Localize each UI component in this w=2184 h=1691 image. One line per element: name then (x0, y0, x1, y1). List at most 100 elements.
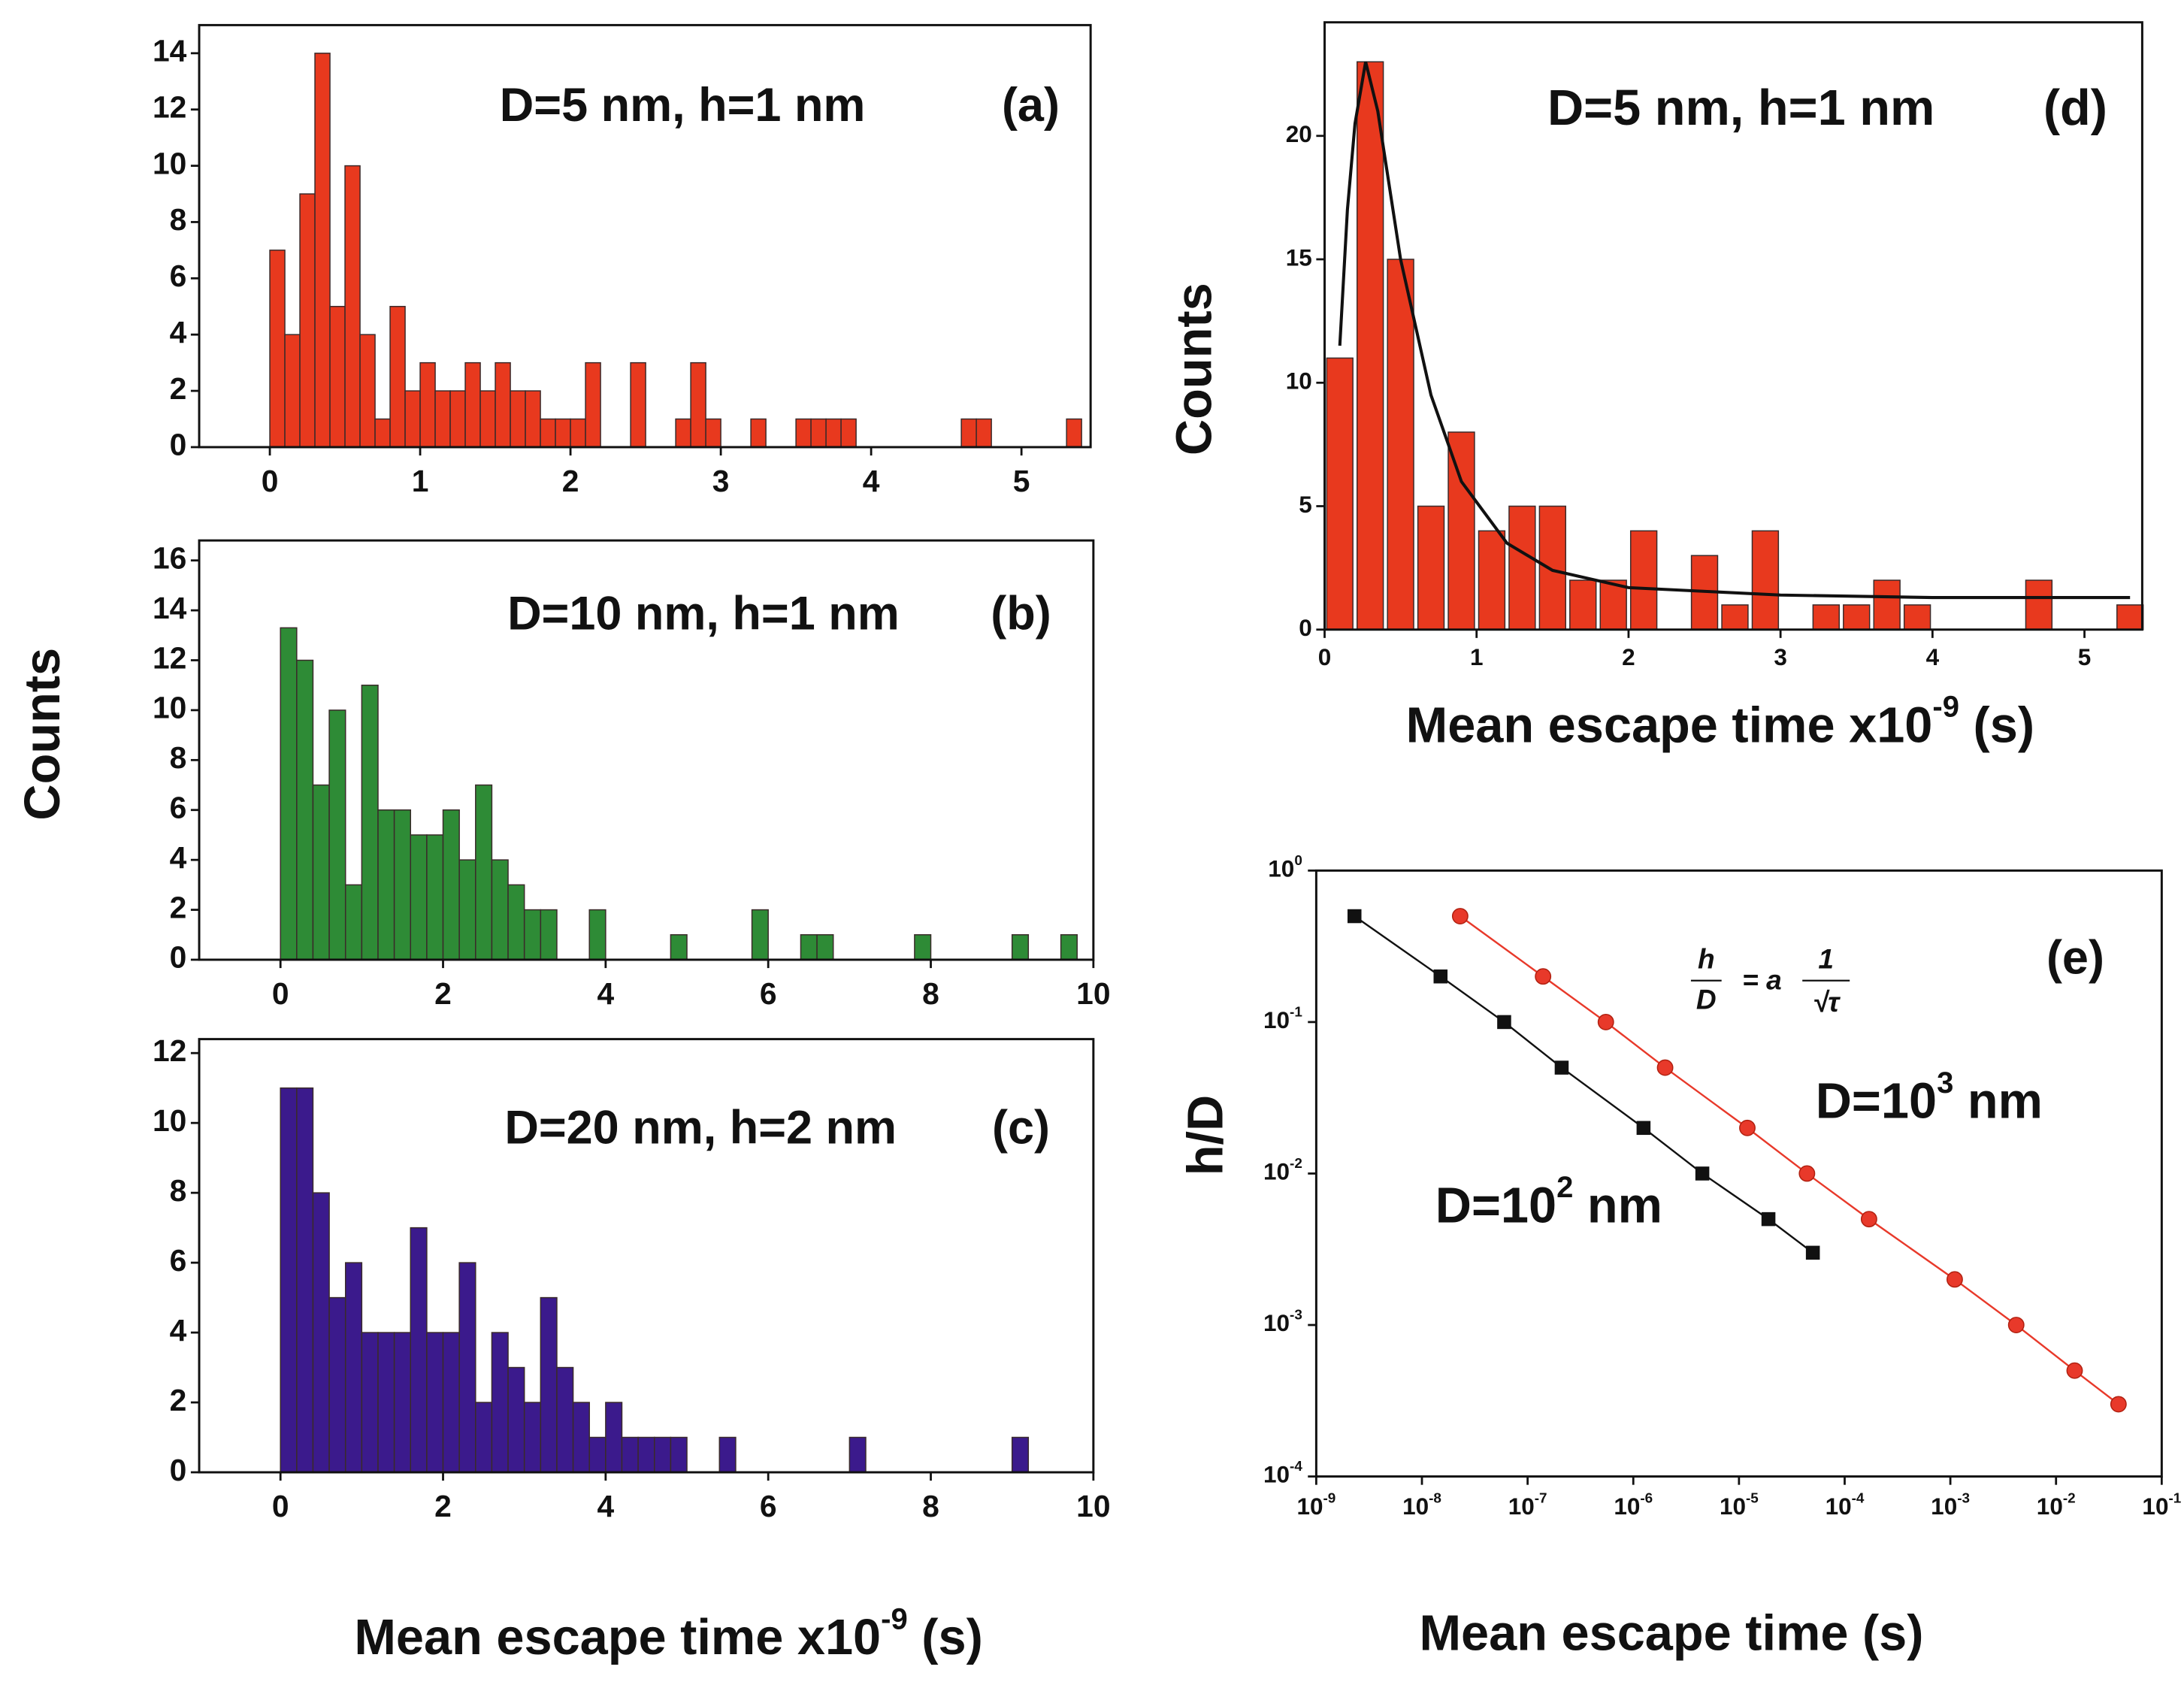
x-tick-label-main: 10 (1508, 1493, 1535, 1520)
bar (800, 934, 818, 960)
bar (1903, 604, 1931, 631)
bar (555, 418, 571, 448)
bar (410, 834, 428, 960)
x-tick-label-main: 10 (1826, 1493, 1852, 1520)
x-tick-label: 4 (597, 1489, 615, 1523)
y-tick-label: 2 (170, 371, 187, 406)
bar (344, 1262, 363, 1473)
marker (1535, 968, 1552, 985)
y-tick-label: 4 (170, 840, 187, 875)
bar (312, 1192, 330, 1473)
bar (458, 1262, 476, 1473)
y-tick-label: 10 (153, 146, 186, 180)
bar (621, 1436, 639, 1473)
y-axis-label: Counts (15, 648, 71, 821)
x-tick-label: 0 (272, 1489, 289, 1523)
marker (1497, 1015, 1511, 1030)
bar (795, 418, 812, 448)
bar (426, 1332, 444, 1473)
bar (810, 418, 827, 448)
x-tick-label: 2 (1622, 643, 1635, 670)
plot-frame (198, 1038, 1095, 1474)
bar (2025, 579, 2053, 631)
annotation-sup: 2 (1556, 1171, 1573, 1204)
x-tick-label: 2 (434, 976, 452, 1011)
y-tick-label: 0 (1299, 614, 1312, 641)
bar (491, 859, 509, 960)
x-tick-label: 4 (597, 976, 615, 1011)
bar (540, 909, 558, 960)
formula-d: D (1696, 983, 1717, 1015)
marker (1695, 1166, 1710, 1181)
marker (2110, 1396, 2127, 1413)
y-tick-label-main: 10 (1263, 1461, 1290, 1488)
x-tick-label: 10-5 (1720, 1491, 1759, 1520)
bar (1387, 259, 1414, 631)
bar (2116, 604, 2144, 631)
formula-h: h (1698, 943, 1715, 975)
x-tick-label-sup: -8 (1429, 1491, 1441, 1507)
panel-label: (e) (2046, 931, 2104, 984)
bar (675, 418, 691, 448)
bar (495, 361, 511, 448)
annotation-tail: nm (1573, 1178, 1662, 1233)
bar (361, 684, 379, 960)
bar (1060, 934, 1078, 960)
marker (1554, 1060, 1569, 1075)
x-tick-label: 3 (712, 464, 730, 498)
y-tick-label: 10 (153, 691, 186, 725)
bar (976, 418, 992, 448)
bar (523, 1402, 542, 1473)
marker (1739, 1119, 1756, 1136)
bar (374, 418, 391, 448)
plot-frame (198, 539, 1095, 961)
bar (1478, 530, 1506, 631)
bar (1569, 579, 1597, 631)
bar (751, 909, 769, 960)
bar (442, 809, 460, 960)
bar (410, 1227, 428, 1473)
y-tick-label-main: 10 (1263, 1158, 1290, 1185)
x-tick-label: 4 (1926, 643, 1940, 670)
bar (1326, 357, 1354, 631)
formula-eq: = a (1742, 963, 1782, 995)
x-tick-label: 10-7 (1508, 1491, 1547, 1520)
bar (705, 418, 721, 448)
x-tick-label: 5 (2078, 643, 2092, 670)
y-axis-label: Counts (1166, 283, 1222, 455)
bar (1011, 1436, 1030, 1473)
bar (588, 909, 606, 960)
x-tick-label: 10-9 (1296, 1491, 1336, 1520)
bar (816, 934, 834, 960)
x-tick-label-sup: -3 (1957, 1491, 1970, 1507)
y-tick-label: 12 (153, 1033, 186, 1068)
panel-label: (d) (2043, 80, 2107, 136)
bar (914, 934, 932, 960)
annotation: D=102 nm (1435, 1171, 1662, 1234)
x-tick-label-sup: -5 (1746, 1491, 1759, 1507)
bar (1066, 418, 1082, 448)
y-tick-label: 12 (153, 89, 186, 124)
x-tick-label: 8 (922, 976, 939, 1011)
marker (2007, 1317, 2025, 1333)
y-tick-label-sup: -2 (1290, 1156, 1302, 1172)
bar (434, 390, 451, 448)
y-tick-label-sup: -4 (1290, 1459, 1302, 1475)
bar (344, 165, 361, 448)
x-tick-label: 4 (863, 464, 880, 498)
annotation-tail: nm (1953, 1073, 2043, 1129)
bar (1751, 530, 1780, 631)
marker (1433, 969, 1448, 984)
x-axis-label-sup: -9 (1932, 690, 1959, 723)
y-tick-label: 6 (170, 259, 187, 293)
x-tick-label: 0 (1318, 643, 1332, 670)
y-tick-label: 2 (170, 890, 187, 924)
x-tick-label: 6 (760, 976, 777, 1011)
x-tick-label-main: 10 (1720, 1493, 1746, 1520)
plot-frame (1323, 21, 2143, 631)
bar (540, 1296, 558, 1473)
bar (570, 418, 586, 448)
y-tick-label-main: 10 (1263, 1309, 1290, 1336)
x-axis-label-tail: (s) (1959, 697, 2034, 753)
